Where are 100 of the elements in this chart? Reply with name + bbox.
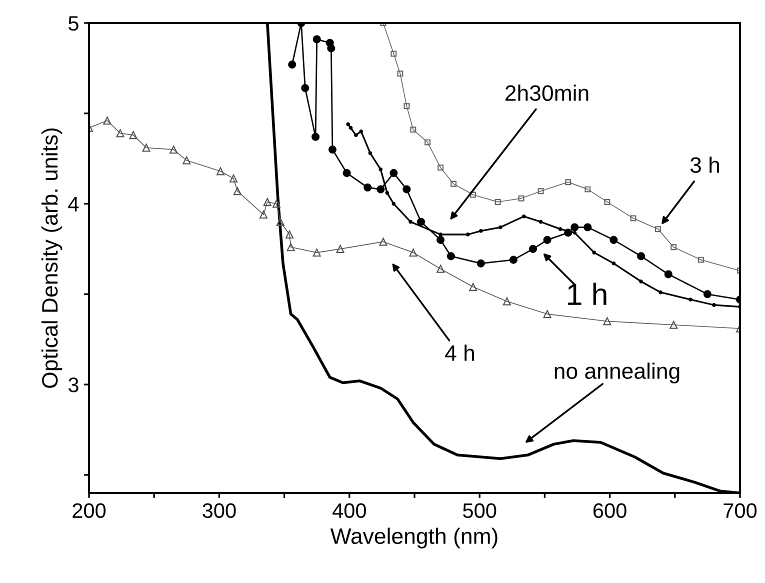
point	[637, 252, 646, 260]
point	[518, 195, 524, 202]
point	[703, 290, 712, 298]
point	[276, 218, 284, 226]
point	[498, 225, 502, 230]
point	[424, 139, 431, 146]
point	[410, 126, 416, 133]
point	[543, 236, 552, 244]
x-tick-label: 600	[593, 503, 626, 518]
point	[312, 35, 321, 44]
point	[469, 282, 478, 291]
point	[416, 218, 426, 226]
point	[654, 226, 661, 232]
point	[348, 126, 353, 130]
point	[328, 146, 336, 154]
point	[376, 185, 385, 194]
point	[438, 164, 444, 171]
point	[470, 192, 476, 198]
point	[446, 252, 455, 260]
point	[494, 198, 501, 205]
point	[584, 186, 591, 192]
point	[558, 227, 562, 232]
x-tick-label: 300	[202, 503, 236, 518]
point	[698, 256, 704, 263]
point	[385, 190, 390, 195]
x-tick-label: 200	[72, 503, 106, 518]
point	[346, 122, 350, 126]
point	[604, 198, 610, 205]
point	[466, 232, 470, 236]
point	[450, 180, 457, 187]
point	[438, 232, 442, 236]
point	[688, 298, 692, 302]
point	[502, 297, 511, 306]
point	[538, 188, 544, 194]
point	[259, 210, 268, 219]
point	[342, 169, 351, 178]
point	[285, 230, 294, 239]
point	[312, 132, 320, 141]
point	[612, 261, 616, 266]
point	[327, 44, 336, 52]
point	[354, 133, 358, 138]
annotation: 4 h	[445, 344, 474, 361]
point	[364, 183, 372, 192]
point	[288, 60, 296, 69]
x-axis-title: Wavelength (nm)	[330, 528, 498, 548]
point	[286, 243, 295, 252]
x-tick-label: 700	[724, 503, 757, 518]
y-axis-title: Optical Density (arb. units)	[41, 128, 62, 388]
point	[116, 129, 124, 138]
point	[129, 131, 138, 140]
y-tick-label: 4	[68, 196, 79, 212]
point	[368, 151, 372, 156]
point	[379, 238, 388, 246]
point	[312, 248, 321, 257]
point	[390, 50, 397, 57]
point	[570, 223, 579, 232]
point	[436, 264, 445, 273]
point	[392, 202, 396, 206]
point	[670, 244, 677, 250]
point	[478, 228, 483, 233]
annotation: no annealing	[554, 362, 680, 384]
point	[584, 223, 592, 232]
x-tick-label: 400	[332, 503, 366, 518]
annotation: 2h30min	[506, 84, 588, 101]
point	[476, 259, 485, 268]
point	[390, 169, 398, 178]
point	[538, 220, 543, 224]
point	[182, 156, 191, 164]
point	[664, 270, 672, 278]
point	[509, 256, 518, 264]
point	[142, 144, 150, 152]
point	[301, 84, 310, 92]
point	[397, 70, 404, 77]
point	[565, 179, 572, 186]
point	[572, 230, 577, 235]
point	[522, 214, 526, 218]
point	[603, 317, 612, 326]
point	[229, 174, 238, 182]
point	[528, 244, 538, 253]
point	[263, 198, 272, 206]
point	[402, 185, 411, 194]
point	[404, 103, 410, 110]
point	[436, 236, 445, 244]
point	[216, 167, 225, 176]
point	[630, 215, 636, 222]
point	[670, 320, 678, 329]
point	[272, 200, 281, 208]
point	[103, 116, 112, 125]
annotation: 3 h	[690, 156, 720, 173]
point	[336, 244, 344, 253]
point	[409, 248, 418, 257]
y-tick-label: 3	[68, 378, 78, 392]
point	[658, 290, 663, 294]
point	[712, 303, 716, 307]
point	[359, 130, 364, 134]
point	[610, 236, 618, 244]
point	[592, 250, 596, 255]
point	[408, 220, 413, 224]
point	[639, 280, 643, 284]
point	[378, 167, 383, 172]
